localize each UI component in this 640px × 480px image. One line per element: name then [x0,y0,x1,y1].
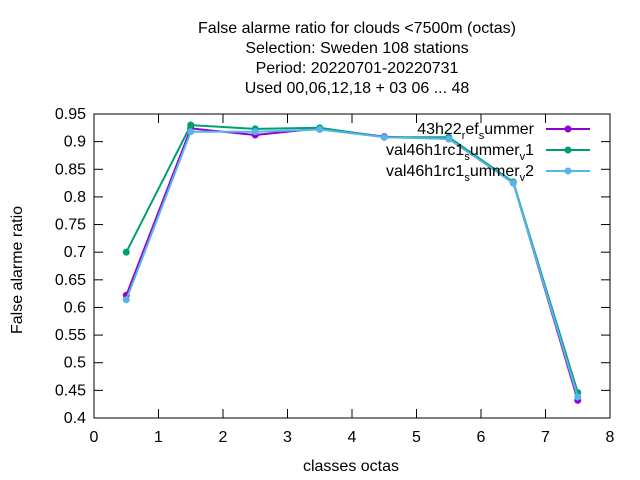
legend-label-part: v [520,172,526,184]
legend-item: val46h1rc1summerv2 [386,163,590,184]
y-axis: 0.4 0.45 0.5 0.55 0.6 0.65 0.7 0.75 0.8 0.85 0.9 0.… [55,106,610,427]
data-point [316,125,324,133]
x-tick-label: 3 [283,429,292,446]
data-point [122,296,130,304]
legend-label-part: v [520,151,526,163]
legend-label-part: ummer [470,163,520,180]
data-point [122,248,130,256]
legend-label-part: r [462,130,466,142]
title-line: Used 00,06,12,18 + 03 06 ... 48 [245,80,470,97]
y-tick-label: 0.6 [64,299,86,316]
x-tick-label: 8 [606,429,615,446]
legend-marker [564,125,572,133]
plot-frame [93,113,611,419]
title-line: Period: 20220701-20220731 [256,60,459,77]
legend-label-part: s [464,151,470,163]
data-point [187,128,195,136]
legend-marker [564,146,572,154]
legend-label-part: ummer [470,142,520,159]
x-tick-label: 1 [154,429,163,446]
legend-label-part: val46h1rc1 [386,163,464,180]
y-tick-label: 0.45 [55,382,86,399]
series-line [125,128,579,398]
title-line: False alarme ratio for clouds <7500m (oc… [198,20,516,37]
legend-label-part: ummer [484,121,534,138]
y-tick-label: 0.4 [64,410,86,427]
x-tick-label: 2 [219,429,228,446]
legend-label-part: 2 [525,163,534,180]
x-tick-label: 4 [348,429,357,446]
y-tick-label: 0.5 [64,355,86,372]
data-point [187,121,195,129]
data-point [509,179,517,187]
y-tick-label: 0.7 [64,244,86,261]
y-tick-label: 0.8 [64,189,86,206]
series-group [122,121,582,404]
title-line: Selection: Sweden 108 stations [245,40,468,57]
series-3 [122,125,582,401]
legend-label: val46h1rc1summerv1 [386,142,534,163]
y-axis-label: False alarme ratio [9,206,26,334]
plot-border [93,113,611,419]
x-tick-label: 0 [90,429,99,446]
legend-label-part: s [479,130,485,142]
legend-item: val46h1rc1summerv1 [386,142,590,163]
legend-label-part: val46h1rc1 [386,142,464,159]
legend-item: 43h22refsummer [417,121,590,142]
y-tick-label: 0.95 [55,106,86,123]
data-point [251,128,259,136]
y-tick-label: 0.85 [55,161,86,178]
legend-marker [564,167,572,175]
legend-label: val46h1rc1summerv2 [386,163,534,184]
data-point [380,133,388,141]
x-tick-label: 6 [477,429,486,446]
y-tick-label: 0.75 [55,217,86,234]
y-tick-label: 0.65 [55,272,86,289]
legend-label-part: ef [465,121,479,138]
legend-label-part: s [464,172,470,184]
y-tick-label: 0.9 [64,134,86,151]
legend-label: 43h22refsummer [417,121,534,142]
x-axis-label: classes octas [303,458,399,475]
data-point [574,393,582,401]
x-axis: 0 1 2 3 4 5 6 7 8 [90,114,615,446]
x-tick-label: 7 [541,429,550,446]
x-tick-label: 5 [412,429,421,446]
legend-label-part: 1 [525,142,534,159]
chart-title: False alarme ratio for clouds <7500m (oc… [198,20,516,97]
legend-label-part: 43h22 [417,121,462,138]
legend: 43h22refsummerval46h1rc1summerv1val46h1r… [386,121,590,184]
y-tick-label: 0.55 [55,327,86,344]
data-point [445,135,453,143]
